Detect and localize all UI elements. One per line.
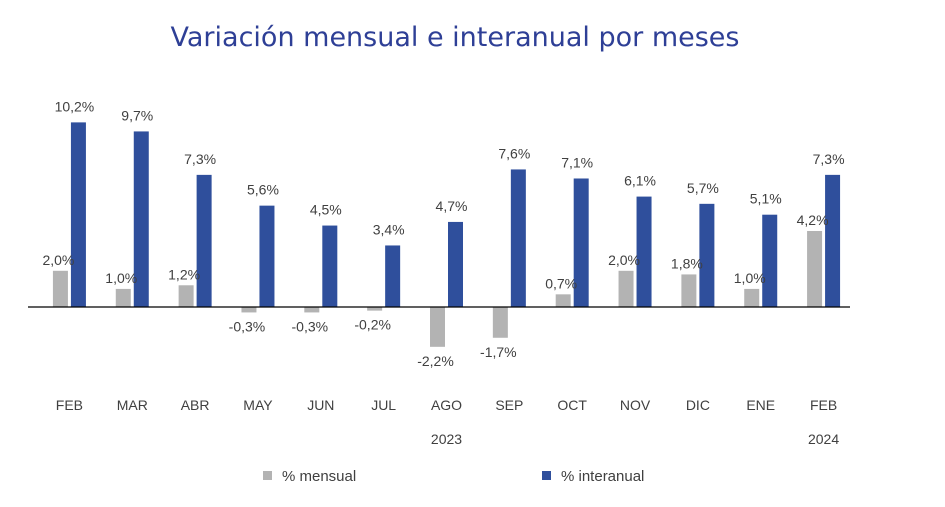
bar-interanual-4 [322, 225, 338, 307]
bar-interanual-0 [70, 122, 86, 307]
series-interanual [70, 122, 841, 307]
label-mensual-9: 2,0% [608, 252, 640, 268]
label-interanual-9: 6,1% [624, 173, 656, 189]
label-interanual-8: 7,1% [561, 154, 593, 170]
label-interanual-12: 7,3% [813, 151, 845, 167]
bar-interanual-12 [825, 174, 841, 307]
category-label-12: FEB [810, 397, 837, 413]
bar-mensual-2 [178, 285, 194, 307]
bar-mensual-10 [681, 274, 697, 307]
bar-interanual-2 [196, 174, 212, 307]
label-mensual-1: 1,0% [105, 270, 137, 286]
bar-interanual-9 [636, 196, 652, 307]
bar-mensual-8 [555, 294, 571, 307]
category-label-0: FEB [56, 397, 83, 413]
bar-mensual-7 [492, 307, 508, 338]
label-interanual-0: 10,2% [55, 98, 95, 114]
label-interanual-11: 5,1% [750, 191, 782, 207]
year-label-0: 2023 [431, 431, 462, 447]
legend-swatch-0 [263, 471, 272, 480]
category-label-10: DIC [686, 397, 710, 413]
bar-interanual-11 [762, 214, 778, 307]
bar-interanual-6 [448, 221, 463, 307]
category-label-11: ENE [746, 397, 775, 413]
bar-interanual-3 [259, 205, 275, 307]
category-labels: FEB MAR ABR MAY JUN JUL AGO SEP OCT NOV DIC ENE FEB [56, 397, 837, 413]
bar-mensual-3 [241, 307, 257, 313]
label-mensual-2: 1,2% [168, 266, 200, 282]
series-mensual [52, 230, 823, 347]
legend-label-1: % interanual [561, 468, 644, 485]
bar-mensual-9 [618, 270, 634, 307]
category-label-1: MAR [117, 397, 148, 413]
legend-swatch-1 [542, 471, 551, 480]
value-labels: 2,0% 10,2% 1,0% 9,7% 1,2% 7,3% -0,3% 5,6% -0,3% 4… [42, 98, 844, 368]
bar-mensual-11 [744, 288, 760, 307]
label-mensual-6: -2,2% [417, 353, 454, 369]
label-mensual-10: 1,8% [671, 255, 703, 271]
label-mensual-3: -0,3% [229, 318, 266, 334]
bar-mensual-1 [115, 288, 131, 307]
bar-mensual-0 [52, 270, 68, 307]
bar-interanual-8 [573, 178, 589, 307]
label-mensual-0: 2,0% [42, 252, 74, 268]
bar-mensual-12 [807, 230, 823, 307]
year-label-1: 2024 [808, 431, 839, 447]
legend: % mensual % interanual [263, 468, 644, 485]
category-label-8: OCT [557, 397, 587, 413]
label-interanual-7: 7,6% [498, 145, 530, 161]
label-mensual-7: -1,7% [480, 344, 517, 360]
chart-title: Variación mensual e interanual por meses [170, 22, 740, 53]
label-interanual-3: 5,6% [247, 182, 279, 198]
label-interanual-5: 3,4% [373, 221, 405, 237]
label-interanual-2: 7,3% [184, 151, 216, 167]
legend-label-0: % mensual [282, 468, 356, 485]
label-interanual-1: 9,7% [121, 107, 153, 123]
label-mensual-4: -0,3% [292, 318, 329, 334]
bar-mensual-4 [304, 307, 320, 313]
bar-mensual-6 [430, 307, 445, 347]
bar-interanual-1 [133, 131, 149, 307]
category-label-3: MAY [243, 397, 273, 413]
label-interanual-4: 4,5% [310, 202, 342, 218]
category-label-6: AGO [431, 397, 462, 413]
label-interanual-10: 5,7% [687, 180, 719, 196]
bar-interanual-5 [385, 245, 401, 307]
label-mensual-8: 0,7% [545, 275, 577, 291]
bar-interanual-10 [699, 203, 715, 307]
label-mensual-12: 4,2% [797, 212, 829, 228]
year-labels: 2023 2024 [431, 431, 839, 447]
category-label-9: NOV [620, 397, 651, 413]
category-label-5: JUL [371, 397, 396, 413]
category-label-2: ABR [181, 397, 210, 413]
label-interanual-6: 4,7% [436, 198, 468, 214]
label-mensual-5: -0,2% [354, 317, 391, 333]
bar-mensual-5 [367, 307, 383, 311]
category-label-7: SEP [495, 397, 523, 413]
category-label-4: JUN [307, 397, 334, 413]
label-mensual-11: 1,0% [734, 270, 766, 286]
bar-interanual-7 [510, 169, 526, 307]
